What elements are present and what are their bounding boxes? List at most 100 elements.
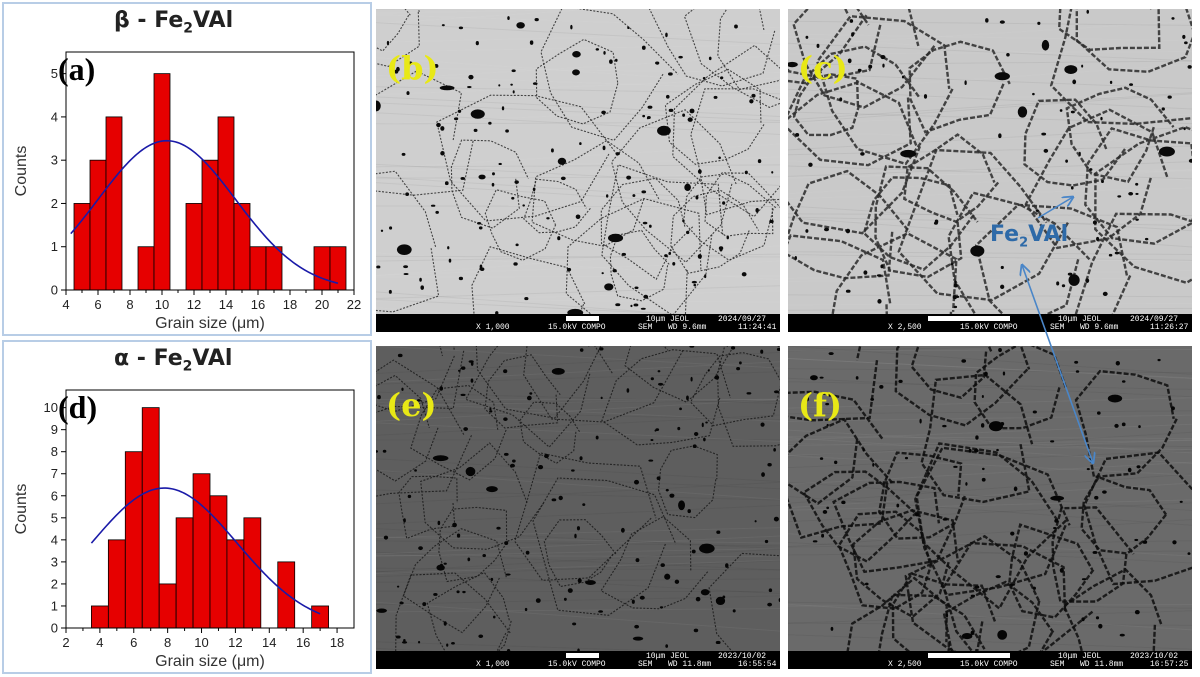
histogram-alpha-bar (192, 473, 211, 629)
histogram-beta-y-tick-label: 4 (51, 109, 58, 124)
histogram-beta-panel-label: (a) (58, 51, 95, 87)
hist-title-alpha: α - Fe2VAl (114, 346, 232, 374)
histogram-alpha-y-tick-label: 10 (44, 400, 58, 415)
histogram-beta-x-tick-label: 8 (126, 297, 133, 312)
histogram-beta-bar (313, 246, 331, 291)
sem-panel-label: (b) (386, 49, 439, 87)
histogram-beta-x-tick-label: 4 (62, 297, 69, 312)
working-distance-text: WD 9.6mm (1080, 323, 1119, 332)
histogram-beta-bar (249, 246, 267, 291)
micrograph (788, 346, 1192, 651)
sem-data-bar: 10μm JEOL 2023/10/02 X 2,500 15.0kV COMPO SE… (788, 651, 1192, 669)
histogram-alpha-y-tick-label: 6 (51, 488, 58, 503)
scale-bar (566, 316, 599, 321)
sem-text: SEM (1050, 660, 1065, 669)
time-text: 11:26:27 (1150, 323, 1189, 332)
time-text: 16:55:54 (738, 660, 777, 669)
hist-title-alpha-suffix: VAl (192, 346, 233, 371)
hist-panel-alpha: α - Fe2VAl 2 4 6 8 10 12 14 16 18 0 1 2 3 4 5 6 7 8 9 10 Gra… (2, 340, 372, 674)
annotation-suffix: VAl (1028, 222, 1069, 247)
hist-title-beta-suffix: VAl (193, 8, 234, 33)
micrograph (376, 9, 780, 314)
scale-bar (928, 653, 1010, 658)
histogram-alpha-x-tick-label: 10 (194, 635, 208, 650)
sem-panel-label: (f) (798, 386, 843, 424)
time-text: 16:57:25 (1150, 660, 1189, 669)
sem-text: SEM (638, 323, 653, 332)
histogram-beta-bar (89, 159, 107, 291)
annotation-sub: 2 (1019, 235, 1029, 251)
date-text: 2023/10/02 (1130, 652, 1179, 661)
histogram-alpha-bar (311, 605, 329, 629)
scale-text: 10μm JEOL (646, 315, 690, 324)
histogram-beta-x-tick-label: 20 (315, 297, 329, 312)
histogram-alpha-x-tick-label: 6 (130, 635, 137, 650)
hist-title-beta: β - Fe2VAl (114, 8, 233, 36)
histogram-beta-x-tick-label: 18 (283, 297, 297, 312)
histogram-alpha-x-tick-label: 12 (228, 635, 242, 650)
sem-image-f: (f) 10μm JEOL 2023/10/02 X 2,500 15.0kV COMP… (788, 346, 1192, 669)
scale-bar (566, 653, 599, 658)
date-text: 2023/10/02 (718, 652, 767, 661)
histogram-alpha-y-tick-label: 1 (51, 598, 58, 613)
scale-text: 10μm JEOL (1058, 652, 1102, 661)
histogram-beta-x-tick-label: 6 (94, 297, 101, 312)
working-distance-text: WD 11.8mm (1080, 660, 1124, 669)
histogram-beta-y-tick-label: 1 (51, 239, 58, 254)
histogram-beta-x-tick-label: 14 (219, 297, 233, 312)
histogram-beta-x-tick-label: 10 (155, 297, 169, 312)
histogram-beta-x-tick-label: 16 (251, 297, 265, 312)
sem-data-bar: 10μm JEOL 2024/09/27 X 2,500 15.0kV COMPO SE… (788, 314, 1192, 332)
scale-bar (928, 316, 1010, 321)
hist-title-alpha-sub: 2 (182, 358, 193, 375)
histogram-alpha-y-tick-label: 0 (51, 621, 58, 636)
histogram-alpha-y-tick-label: 5 (51, 510, 58, 525)
histogram-alpha-bar (141, 407, 160, 629)
histogram-beta-y-tick-label: 5 (51, 66, 58, 81)
histogram-alpha-plot-frame (65, 389, 355, 629)
voltage-text: 15.0kV COMPO (960, 660, 1018, 669)
histogram-alpha-bar (107, 539, 126, 629)
working-distance-text: WD 11.8mm (668, 660, 712, 669)
histogram-alpha-x-tick-label: 2 (62, 635, 69, 650)
annotation-fe2val: Fe2VAl (990, 222, 1068, 250)
histogram-alpha-x-tick-label: 14 (262, 635, 276, 650)
histogram-beta-bar (329, 246, 347, 291)
voltage-text: 15.0kV COMPO (548, 323, 606, 332)
histogram-beta-bar (153, 73, 171, 291)
hist-title-beta-prefix: β - Fe (114, 8, 184, 33)
histogram-alpha-bar (175, 517, 194, 629)
time-text: 11:24:41 (738, 323, 777, 332)
histogram-beta-y-tick-label: 3 (51, 153, 58, 168)
histogram-alpha-x-tick-label: 16 (296, 635, 310, 650)
histogram-alpha-x-axis-label: Grain size (μm) (155, 653, 265, 670)
histogram-beta-y-axis-label: Counts (13, 146, 30, 197)
sem-image-c: (c) 10μm JEOL 2024/09/27 X 2,500 15.0kV COMP… (788, 9, 1192, 332)
histogram-beta-y-tick-label: 0 (51, 283, 58, 298)
histogram-beta-bar (105, 116, 123, 291)
histogram-beta-bar (73, 203, 91, 291)
histogram-alpha-y-tick-label: 3 (51, 554, 58, 569)
histogram-alpha-bar (226, 539, 245, 629)
hist-panel-beta: β - Fe2VAl 4 6 8 10 12 14 16 18 20 22 0 1 2 3 4 5 Grain … (2, 2, 372, 336)
histogram-beta-bar (137, 246, 155, 291)
histogram-alpha-bar (124, 451, 143, 629)
histogram-alpha-fit-curve (90, 487, 321, 615)
annotation-prefix: Fe (990, 222, 1020, 247)
sem-data-bar: 10μm JEOL 2023/10/02 X 1,000 15.0kV COMPO SE… (376, 651, 780, 669)
sem-text: SEM (1050, 323, 1065, 332)
histogram-alpha-bar (91, 605, 109, 629)
histogram-alpha-bar (158, 583, 177, 629)
histogram-alpha-y-tick-label: 2 (51, 576, 58, 591)
histogram-alpha-y-axis-label: Counts (13, 484, 30, 535)
histogram-alpha-y-tick-label: 7 (51, 466, 58, 481)
hist-title-alpha-prefix: α - Fe (114, 346, 183, 371)
histogram-beta-y-tick-label: 2 (51, 196, 58, 211)
histogram-alpha-x-tick-label: 18 (330, 635, 344, 650)
date-text: 2024/09/27 (718, 315, 767, 324)
histogram-alpha-panel-label: (d) (58, 389, 97, 425)
histogram-alpha-x-tick-label: 8 (164, 635, 171, 650)
date-text: 2024/09/27 (1130, 315, 1179, 324)
